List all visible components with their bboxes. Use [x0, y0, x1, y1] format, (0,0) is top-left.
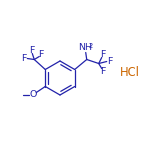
Text: HCl: HCl	[120, 66, 140, 78]
Text: F: F	[39, 50, 44, 59]
Text: O: O	[30, 90, 37, 99]
Text: 2: 2	[89, 43, 93, 49]
Text: F: F	[30, 46, 35, 55]
Text: F: F	[100, 50, 105, 59]
Text: F: F	[107, 57, 112, 66]
Text: F: F	[22, 54, 27, 63]
Text: F: F	[100, 67, 105, 76]
Text: NH: NH	[78, 43, 92, 52]
